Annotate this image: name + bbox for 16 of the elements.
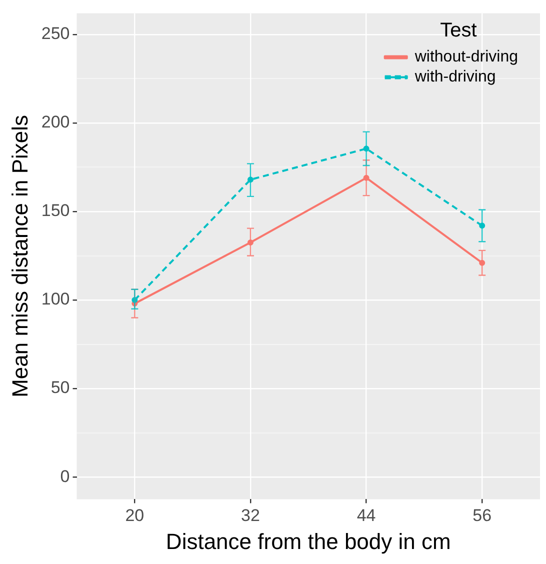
point [247,239,254,246]
legend-title: Test [440,20,478,42]
y-tick-label: 50 [50,378,70,398]
x-tick-label: 32 [241,506,260,526]
x-tick-label: 44 [356,506,376,526]
x-axis-title: Distance from the body in cm [166,528,451,554]
legend-label: without-driving [414,48,518,66]
y-tick-label: 150 [41,201,70,220]
y-tick-label: 100 [41,290,70,309]
y-tick-label: 200 [41,112,70,132]
x-tick-label: 56 [472,506,492,526]
y-axis-title: Mean miss distance in Pixels [7,114,32,398]
y-tick-label: 250 [41,24,70,44]
y-tick-label: 0 [60,466,70,486]
legend-label: with-driving [414,68,496,86]
x-tick-label: 20 [125,506,144,526]
